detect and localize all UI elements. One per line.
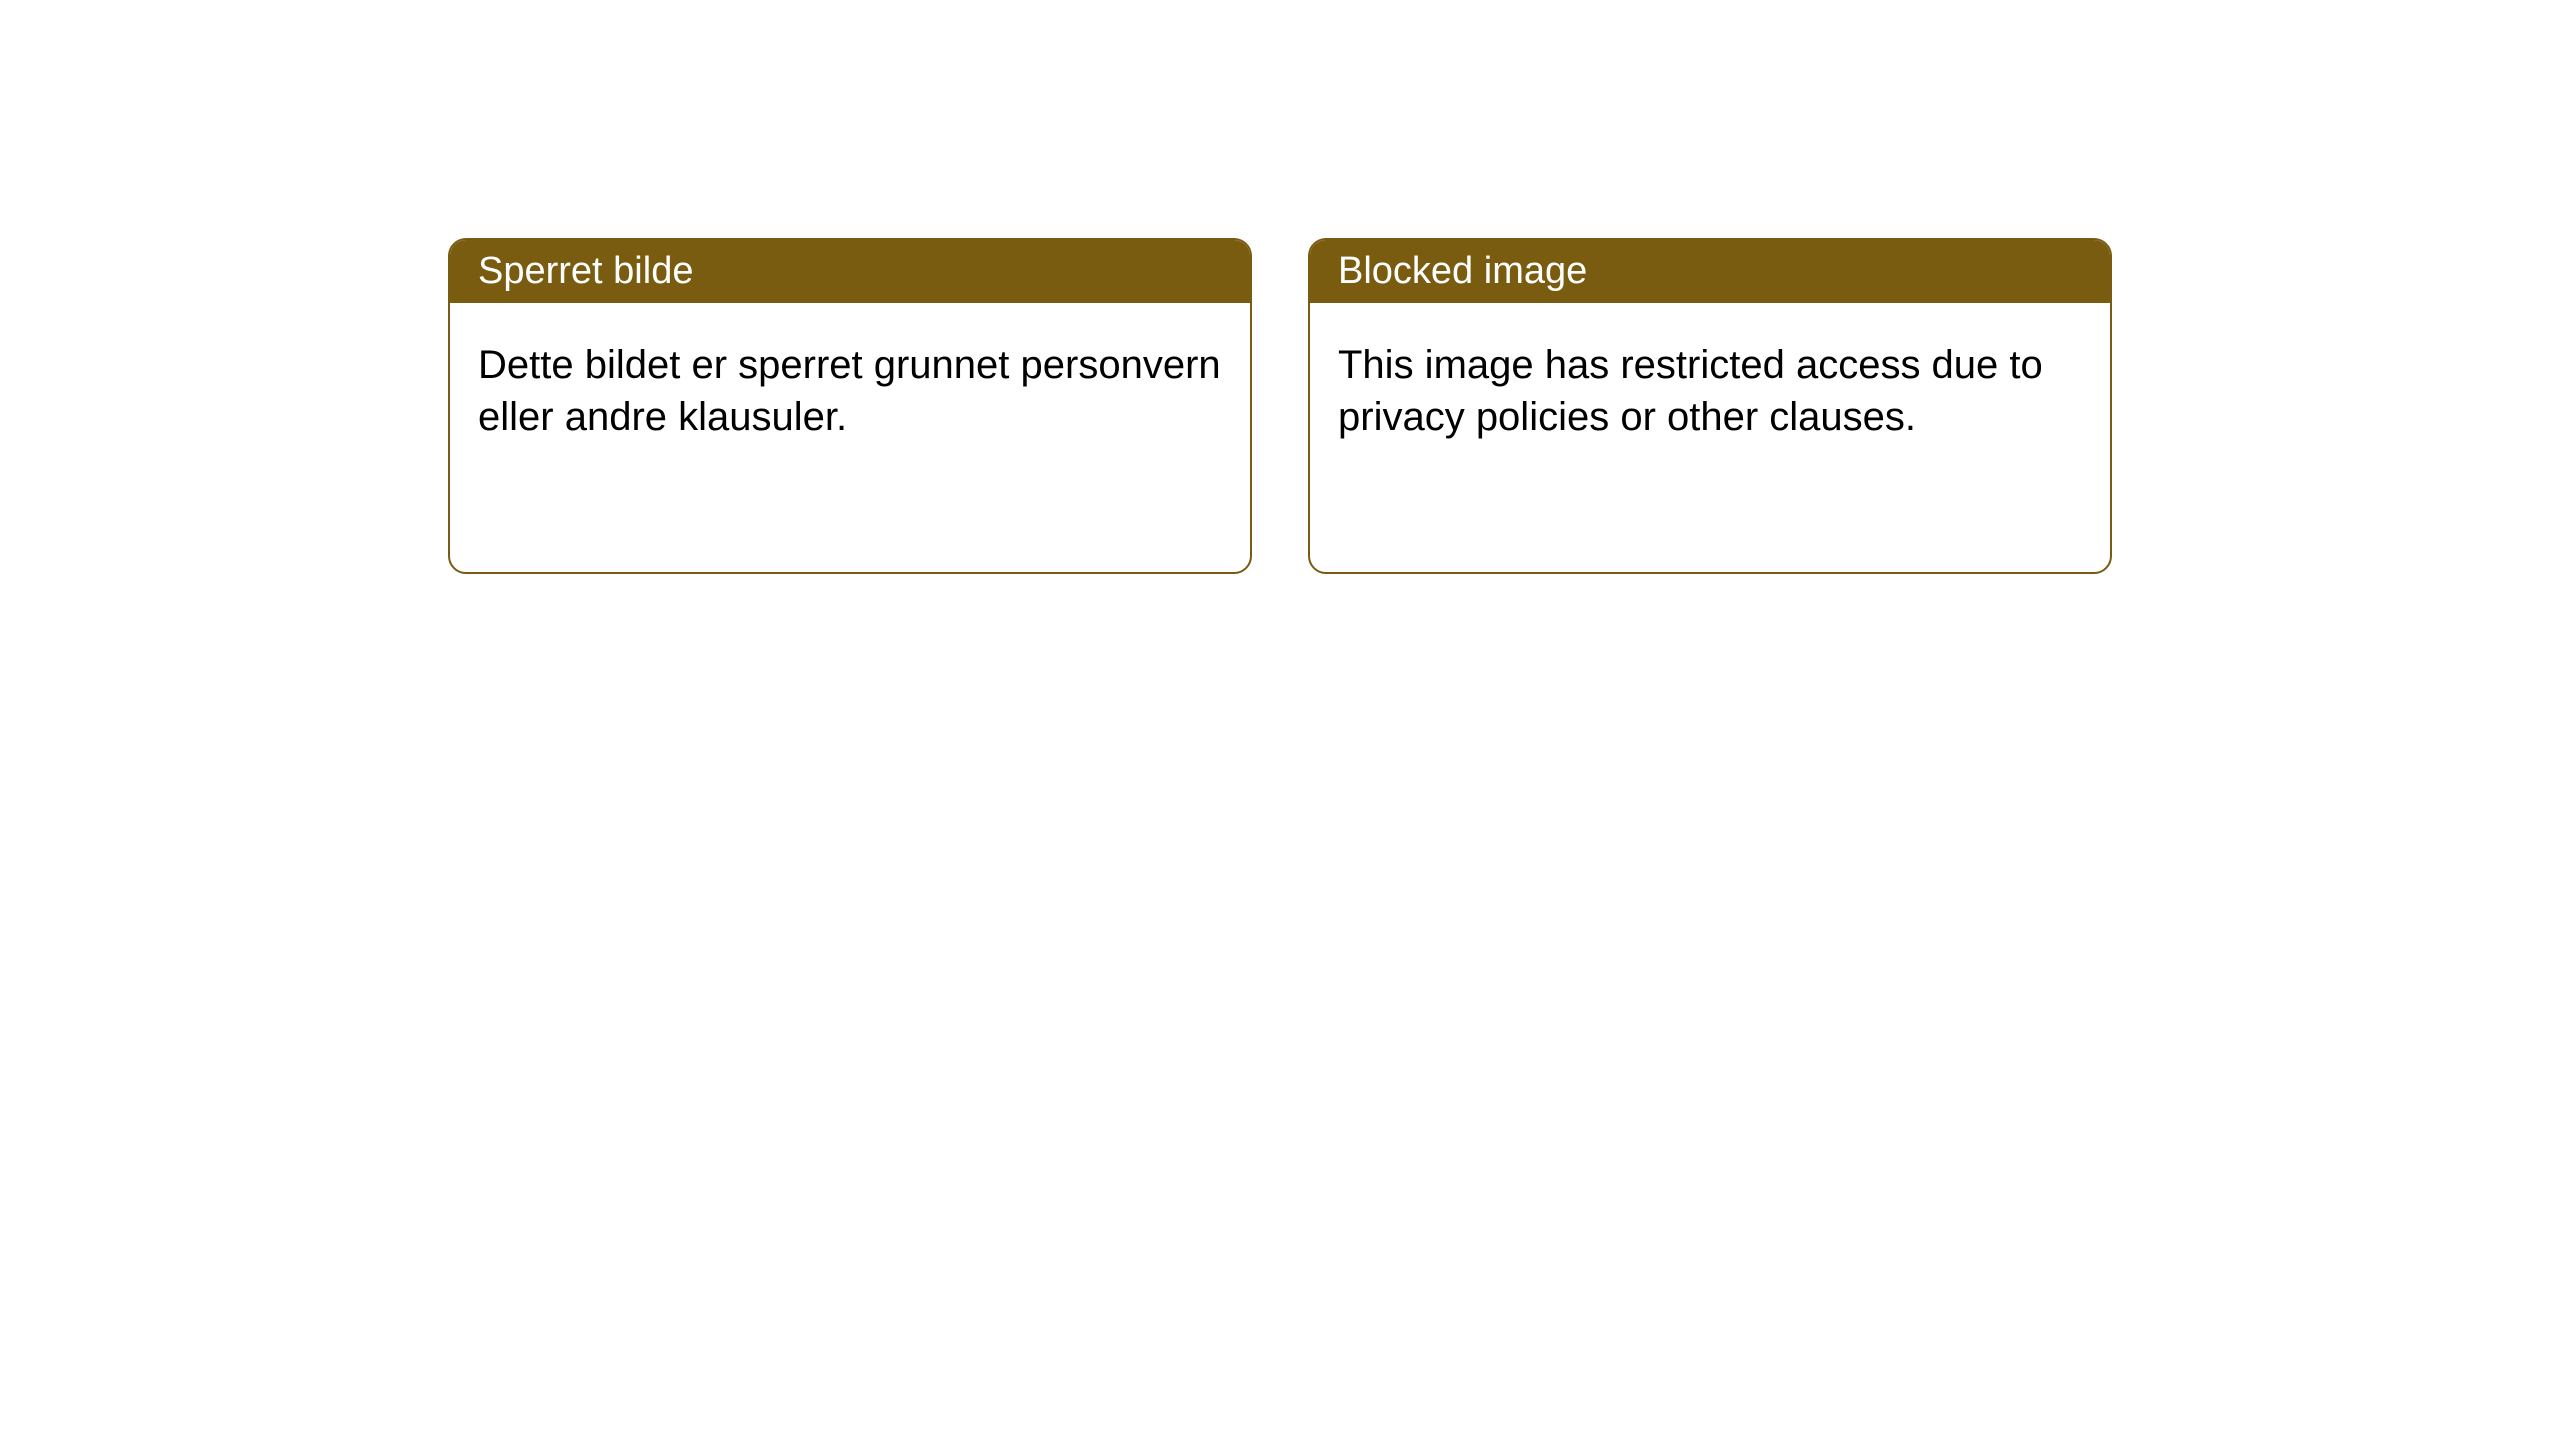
card-body: This image has restricted access due to … bbox=[1310, 303, 2110, 479]
card-text: Dette bildet er sperret grunnet personve… bbox=[478, 343, 1221, 439]
notice-card-norwegian: Sperret bilde Dette bildet er sperret gr… bbox=[448, 238, 1252, 574]
notice-container: Sperret bilde Dette bildet er sperret gr… bbox=[0, 0, 2560, 574]
card-header: Blocked image bbox=[1310, 240, 2110, 303]
card-title: Sperret bilde bbox=[478, 250, 693, 292]
card-header: Sperret bilde bbox=[450, 240, 1250, 303]
card-body: Dette bildet er sperret grunnet personve… bbox=[450, 303, 1250, 479]
card-title: Blocked image bbox=[1338, 250, 1587, 292]
card-text: This image has restricted access due to … bbox=[1338, 343, 2043, 439]
notice-card-english: Blocked image This image has restricted … bbox=[1308, 238, 2112, 574]
